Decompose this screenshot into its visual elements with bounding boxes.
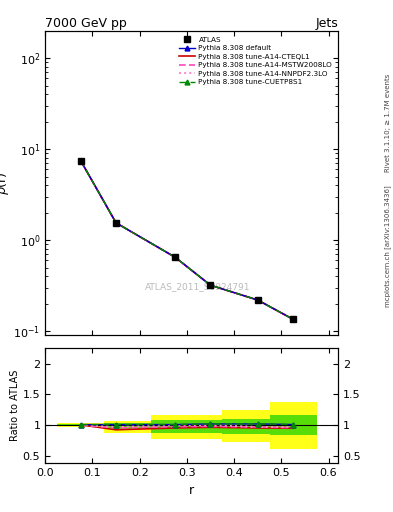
- Text: ATLAS_2011_S8924791: ATLAS_2011_S8924791: [145, 282, 250, 291]
- X-axis label: r: r: [189, 484, 194, 497]
- Text: Rivet 3.1.10; ≥ 1.7M events: Rivet 3.1.10; ≥ 1.7M events: [385, 74, 391, 172]
- Text: Jets: Jets: [315, 16, 338, 30]
- Y-axis label: Ratio to ATLAS: Ratio to ATLAS: [10, 370, 20, 441]
- Legend: ATLAS, Pythia 8.308 default, Pythia 8.308 tune-A14-CTEQL1, Pythia 8.308 tune-A14: ATLAS, Pythia 8.308 default, Pythia 8.30…: [177, 34, 334, 88]
- Y-axis label: $\rho$(r): $\rho$(r): [0, 171, 11, 195]
- Text: mcplots.cern.ch [arXiv:1306.3436]: mcplots.cern.ch [arXiv:1306.3436]: [384, 185, 391, 307]
- Text: 7000 GeV pp: 7000 GeV pp: [45, 16, 127, 30]
